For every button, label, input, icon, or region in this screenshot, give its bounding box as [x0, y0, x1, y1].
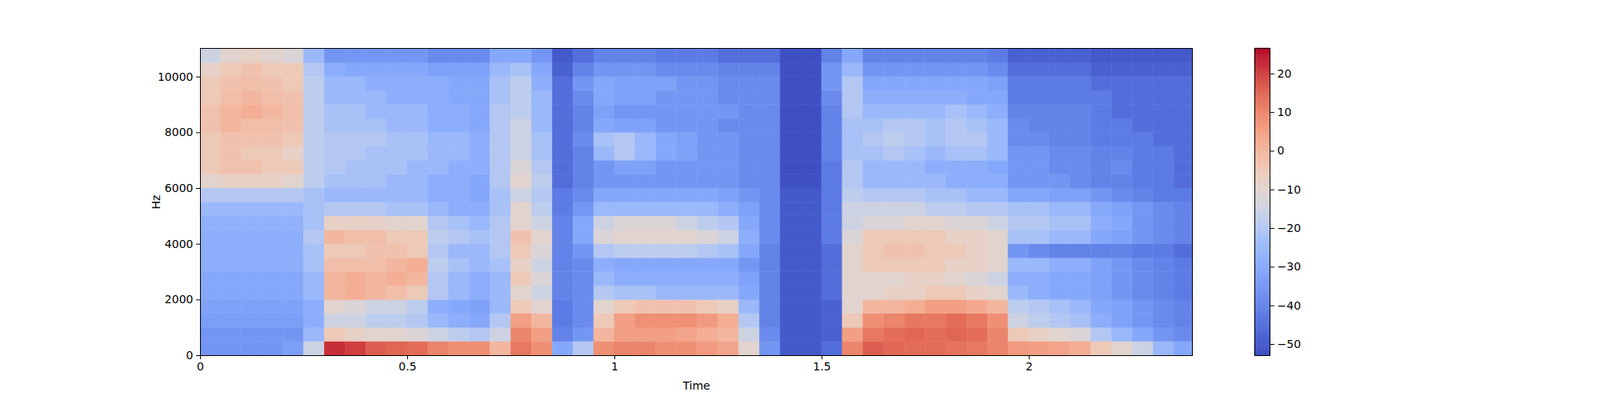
svg-text:1: 1	[611, 360, 619, 373]
svg-text:2: 2	[1025, 360, 1033, 373]
svg-text:Hz: Hz	[149, 195, 163, 210]
svg-text:10000: 10000	[157, 70, 194, 84]
svg-text:0.5: 0.5	[398, 360, 416, 373]
svg-text:8000: 8000	[164, 125, 194, 139]
svg-text:−50: −50	[1277, 337, 1302, 351]
svg-text:4000: 4000	[164, 237, 194, 251]
svg-text:2000: 2000	[164, 292, 194, 306]
svg-text:−20: −20	[1277, 221, 1302, 235]
svg-text:−30: −30	[1277, 260, 1302, 273]
svg-text:0: 0	[196, 360, 204, 373]
svg-text:1.5: 1.5	[812, 360, 831, 373]
svg-text:0: 0	[186, 348, 194, 362]
svg-text:6000: 6000	[164, 181, 194, 195]
svg-text:0: 0	[1277, 144, 1285, 157]
svg-text:10: 10	[1277, 105, 1292, 119]
svg-text:−10: −10	[1277, 183, 1302, 196]
svg-text:Time: Time	[681, 379, 710, 392]
svg-text:−40: −40	[1277, 299, 1302, 312]
svg-text:20: 20	[1277, 67, 1292, 80]
